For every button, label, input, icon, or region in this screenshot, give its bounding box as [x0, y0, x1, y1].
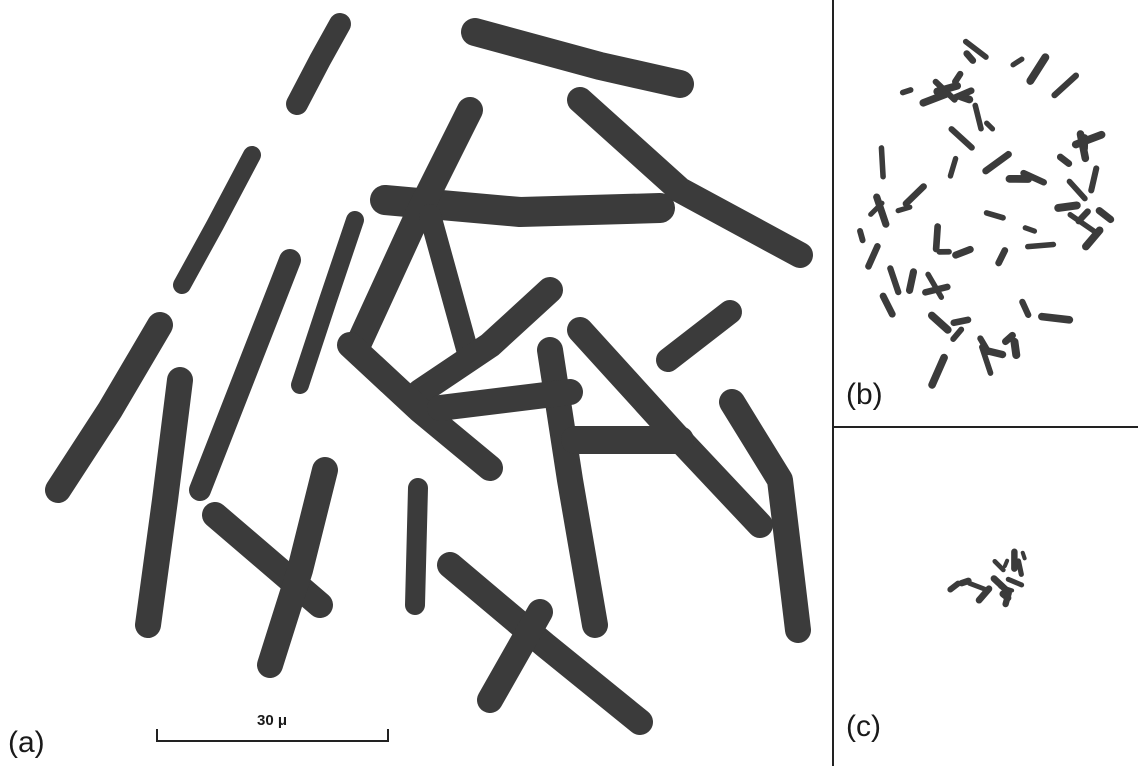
chromosome — [437, 552, 653, 735]
chromosome — [405, 478, 428, 615]
chromosome — [984, 120, 996, 132]
panel-b-image — [857, 38, 1115, 389]
chromosome — [950, 316, 972, 327]
chromosome — [427, 379, 583, 421]
chromosome — [925, 271, 945, 300]
chromosome — [173, 146, 261, 294]
chromosome — [895, 204, 913, 214]
chromosome — [868, 200, 885, 217]
chromosome — [1010, 337, 1021, 360]
chromosome — [1038, 312, 1074, 324]
chromosome — [873, 193, 890, 228]
chromosome — [1019, 298, 1032, 318]
chromosome — [983, 210, 1006, 221]
chromosome — [337, 332, 503, 481]
chromosome — [189, 249, 301, 501]
chromosome — [865, 243, 881, 270]
chromosome — [922, 283, 951, 296]
chromosome — [1056, 153, 1073, 167]
chromosome — [932, 223, 941, 253]
chromosome — [45, 312, 173, 503]
chromosome — [948, 126, 975, 151]
chromosome — [1020, 550, 1027, 561]
chromosome — [975, 585, 993, 604]
chromosome — [928, 353, 948, 389]
scale-bar-label: 30 μ — [257, 712, 287, 729]
chromosome — [1025, 241, 1057, 250]
chromosome — [992, 558, 1006, 573]
panel-c-image — [947, 548, 1027, 608]
chromosome — [1002, 589, 1012, 608]
chromosome — [1067, 212, 1097, 234]
chromosome — [958, 577, 972, 587]
chromosome — [951, 87, 975, 102]
chromosome — [719, 389, 811, 643]
chromosome — [857, 227, 866, 244]
chromosome — [1001, 331, 1016, 346]
chromosome — [981, 346, 1007, 359]
chromosome — [1095, 207, 1115, 224]
chromosome — [962, 38, 989, 60]
chromosome — [656, 300, 742, 372]
chromosome — [902, 183, 927, 207]
chromosome — [1088, 165, 1100, 194]
chromosome — [947, 580, 962, 593]
chromosome — [1076, 130, 1090, 163]
chromosome — [419, 204, 481, 371]
chromosome — [982, 150, 1012, 175]
chromosome — [927, 311, 952, 334]
chromosome — [407, 277, 563, 405]
chromosome — [933, 81, 962, 96]
chromosome — [1022, 225, 1038, 234]
panel-label: (b) — [846, 378, 883, 411]
chromosome — [951, 70, 964, 85]
chromosome — [1002, 558, 1010, 569]
chromosome — [878, 145, 886, 180]
chromosome — [879, 292, 896, 318]
chromosome — [990, 575, 1009, 593]
chromosome — [286, 13, 351, 115]
chromosome — [1082, 226, 1104, 251]
panel-label: (a) — [8, 726, 45, 759]
chromosome — [972, 102, 984, 132]
scale-bar: 30 μ — [156, 712, 389, 742]
chromosome — [950, 326, 965, 342]
chromosome — [1010, 56, 1025, 68]
chromosome — [887, 265, 902, 296]
panel-a-image — [45, 13, 813, 735]
chromosome — [1020, 169, 1047, 186]
chromosome — [1066, 178, 1088, 202]
chromosome — [899, 87, 914, 96]
chromosome — [345, 97, 483, 358]
chromosome — [567, 87, 813, 268]
chromosome — [1005, 576, 1025, 588]
chromosome — [1051, 72, 1080, 99]
chromosome — [952, 245, 974, 259]
chromosome — [477, 599, 553, 713]
chromosome — [257, 457, 338, 678]
chromosome — [1026, 53, 1050, 85]
chromosome — [966, 580, 988, 592]
chromosome — [947, 155, 959, 179]
chromosome — [291, 211, 364, 394]
chromosome — [1015, 558, 1024, 577]
chromosome — [963, 50, 977, 64]
panel-label: (c) — [846, 710, 881, 743]
chromosome — [461, 18, 694, 98]
chromosome — [135, 367, 193, 638]
chromosome — [905, 268, 918, 294]
chromosome — [995, 247, 1009, 267]
chromosome — [1054, 201, 1081, 212]
chromosome — [919, 90, 950, 107]
